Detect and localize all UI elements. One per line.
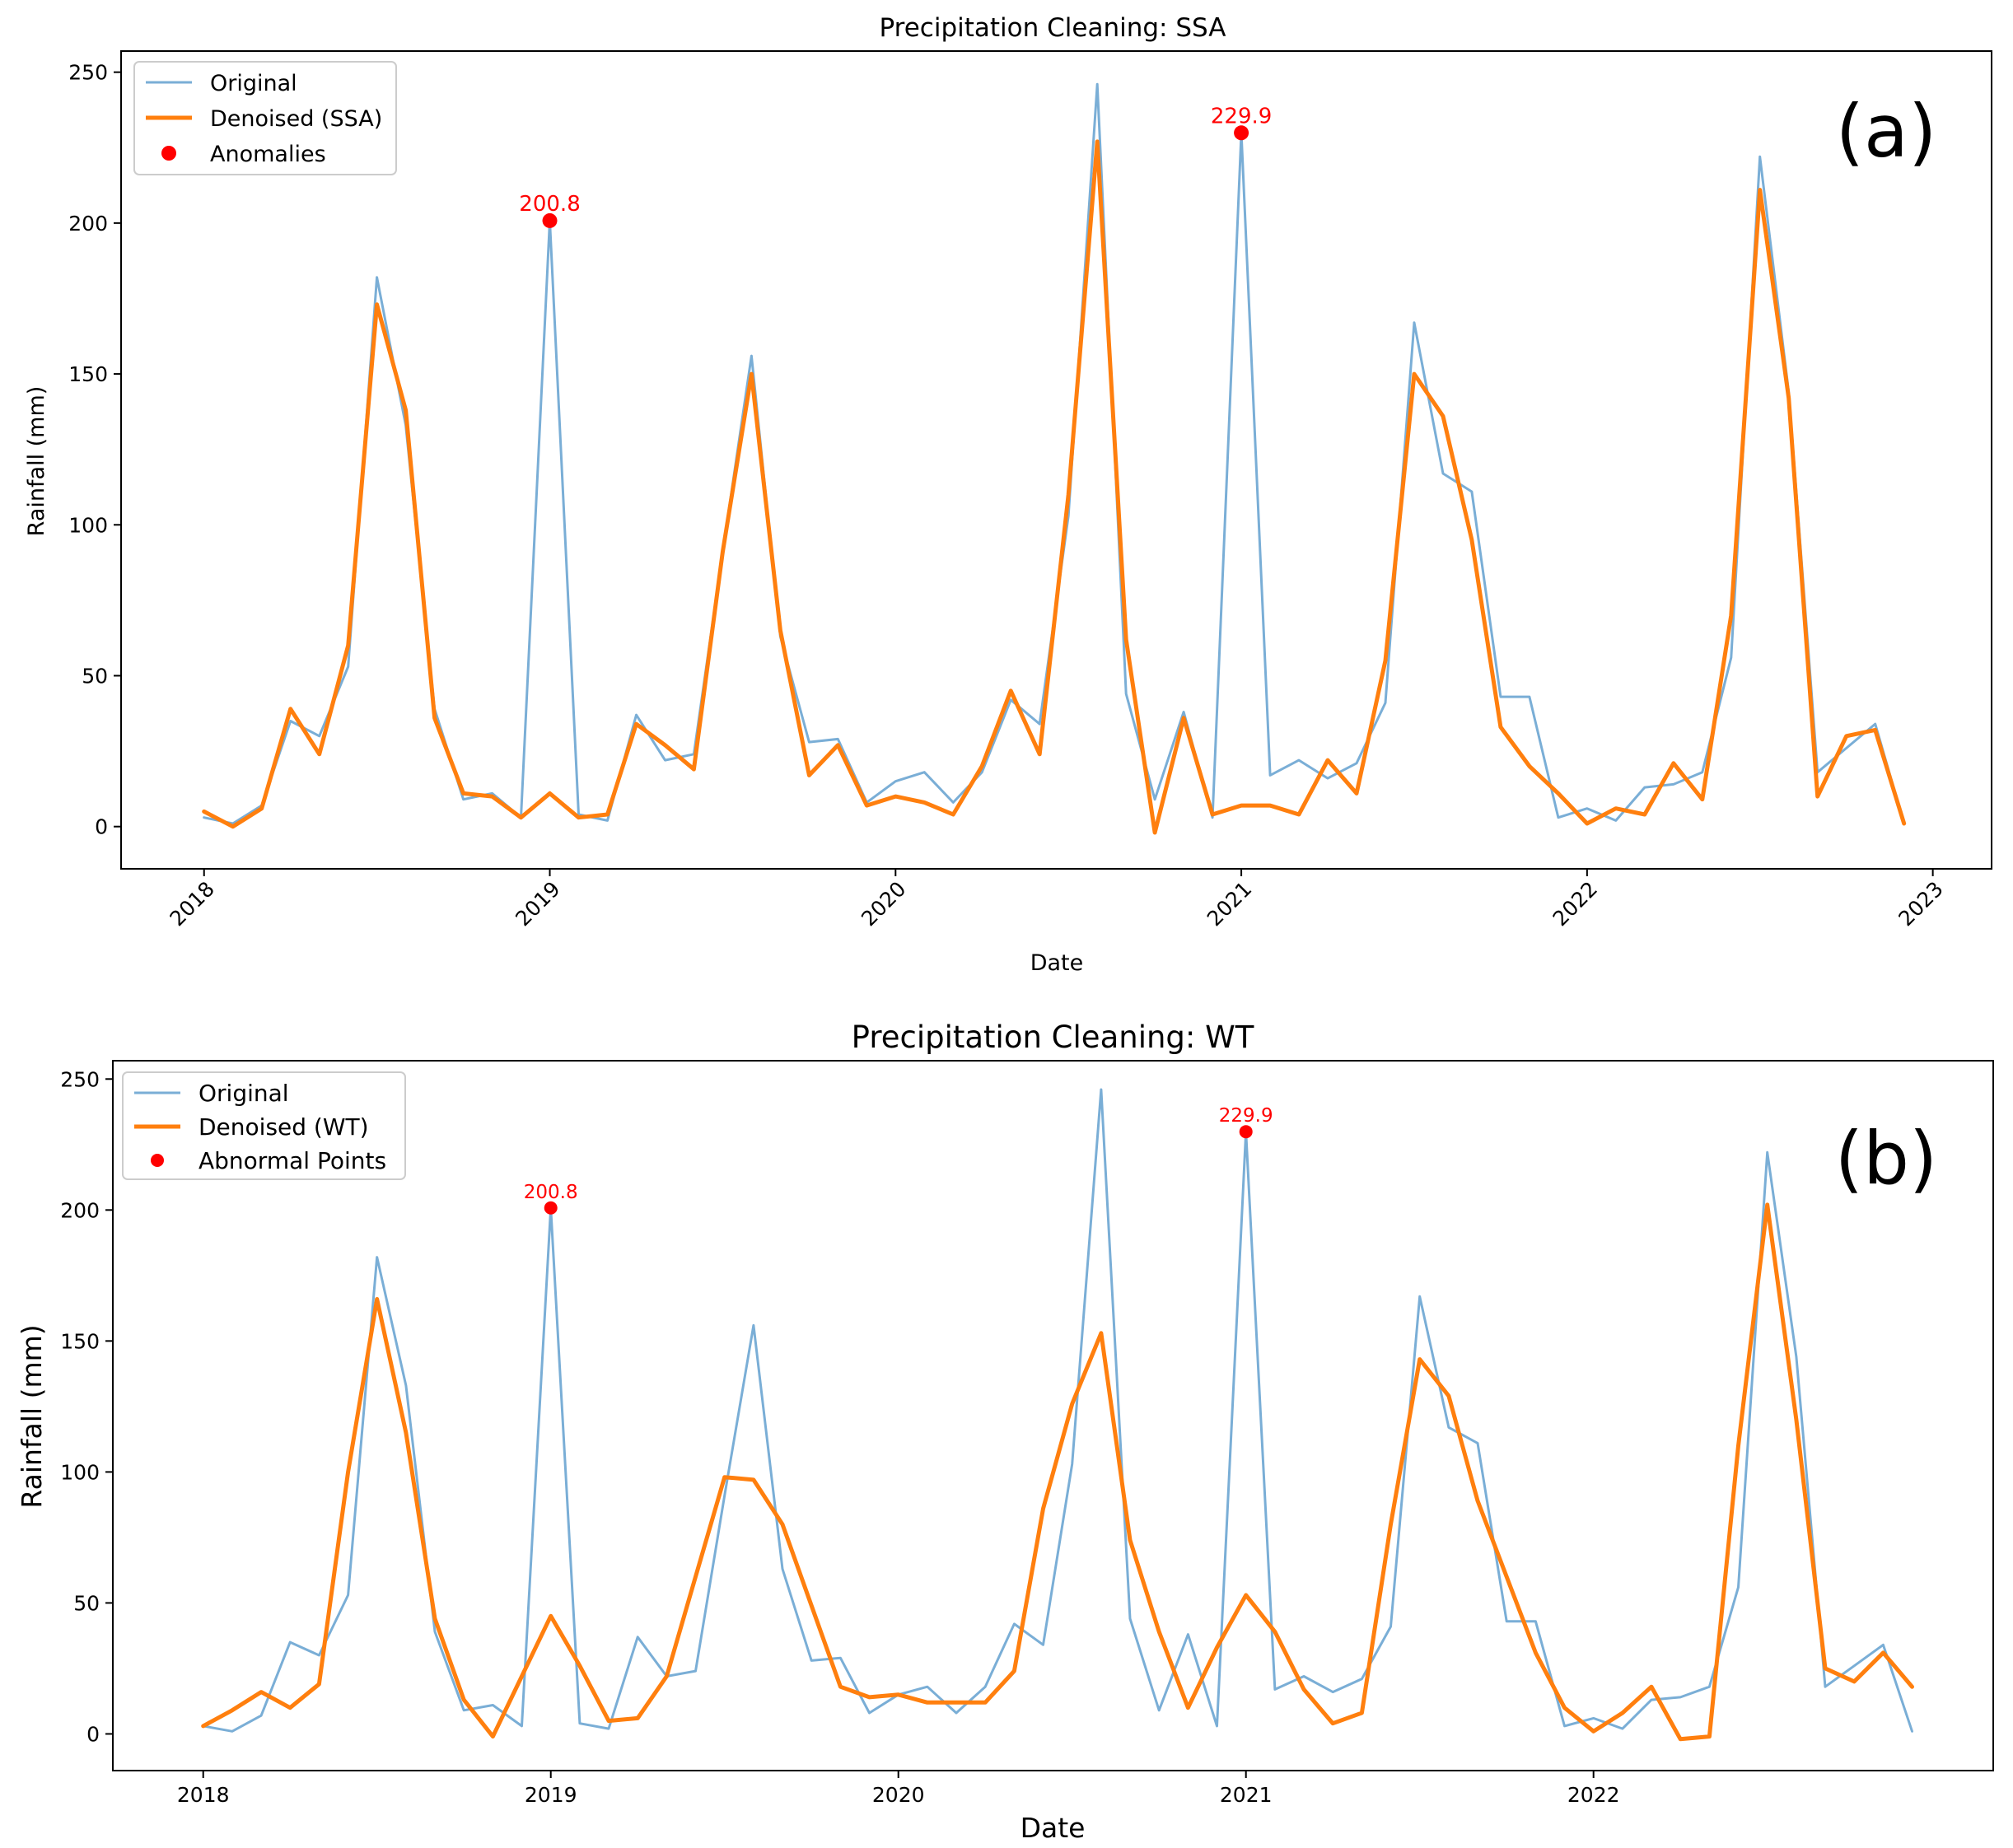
- y-tick-label: 100: [60, 1460, 100, 1484]
- series-line-denoised-wt: [201, 1202, 1914, 1742]
- legend-marker: [161, 146, 176, 161]
- series-line-denoised-ssa: [202, 139, 1907, 835]
- y-tick-label: 50: [82, 664, 108, 688]
- plot-area-frame: [120, 50, 1992, 870]
- series-layer: [202, 82, 1907, 835]
- y-tick-label: 150: [68, 362, 108, 386]
- chart-title: Precipitation Cleaning: WT: [852, 1020, 1254, 1055]
- y-tick-label: 200: [68, 212, 108, 236]
- x-axis-label: Date: [1021, 1812, 1086, 1844]
- x-tick-label: 2022: [1567, 1783, 1620, 1807]
- legend-label: Abnormal Points: [198, 1147, 386, 1174]
- plot-area-frame: [112, 1060, 1994, 1771]
- y-tick-labels: 0 50 100 150 200 250: [60, 1067, 100, 1746]
- y-tick-labels: 0 50 100 150 200 250: [68, 61, 108, 839]
- y-axis-label: Rainfall (mm): [16, 1324, 48, 1508]
- y-tick-label: 200: [60, 1198, 100, 1222]
- chart-title: Precipitation Cleaning: SSA: [880, 13, 1226, 43]
- x-axis-label: Date: [1030, 950, 1084, 976]
- y-tick-label: 250: [68, 61, 108, 85]
- anomaly-point: [544, 1201, 558, 1215]
- anomaly-label: 200.8: [524, 1182, 578, 1203]
- series-layer: [201, 1088, 1914, 1742]
- x-tick-label: 2018: [177, 1783, 230, 1807]
- legend-label: Original: [210, 71, 297, 96]
- y-axis-label: Rainfall (mm): [24, 386, 49, 537]
- x-tick-label: 2021: [1220, 1783, 1273, 1807]
- anomaly-label: 229.9: [1219, 1105, 1273, 1127]
- anomaly-point: [542, 212, 558, 228]
- y-tick-label: 100: [68, 513, 108, 537]
- panel-label: (a): [1836, 89, 1937, 174]
- x-tick-labels: 2018 2019 2020 2021 2022: [177, 1783, 1620, 1807]
- anomaly-label: 229.9: [1211, 104, 1272, 128]
- anomaly-point: [1239, 1125, 1253, 1139]
- tick-marks: [105, 1078, 1595, 1778]
- legend: Original Denoised (WT) Abnormal Points: [122, 1071, 406, 1180]
- y-tick-label: 150: [60, 1329, 100, 1353]
- legend-box: [133, 61, 397, 175]
- anomaly-layer: 200.8 229.9: [524, 1105, 1273, 1215]
- anomaly-layer: 200.8 229.9: [519, 104, 1272, 228]
- panel-wt: Precipitation Cleaning: WT (b) 0 50 100 150…: [16, 1020, 1994, 1844]
- legend-label: Anomalies: [210, 142, 326, 167]
- tick-marks: [114, 71, 1934, 876]
- y-tick-label: 0: [95, 815, 108, 839]
- anomaly-point: [1234, 125, 1249, 141]
- legend: Original Denoised (SSA) Anomalies: [133, 61, 397, 175]
- anomaly-label: 200.8: [519, 192, 580, 217]
- legend-label: Original: [198, 1080, 289, 1107]
- y-tick-label: 50: [73, 1591, 100, 1615]
- series-line-original: [202, 1088, 1913, 1733]
- panel-label: (b): [1835, 1116, 1938, 1201]
- legend-label: Denoised (SSA): [210, 106, 382, 132]
- legend-box: [122, 1071, 406, 1180]
- y-tick-label: 250: [60, 1067, 100, 1091]
- x-tick-label: 2020: [872, 1783, 925, 1807]
- x-tick-label: 2019: [525, 1783, 577, 1807]
- legend-marker: [151, 1154, 164, 1167]
- legend-label: Denoised (WT): [198, 1113, 369, 1141]
- y-tick-label: 0: [86, 1722, 100, 1746]
